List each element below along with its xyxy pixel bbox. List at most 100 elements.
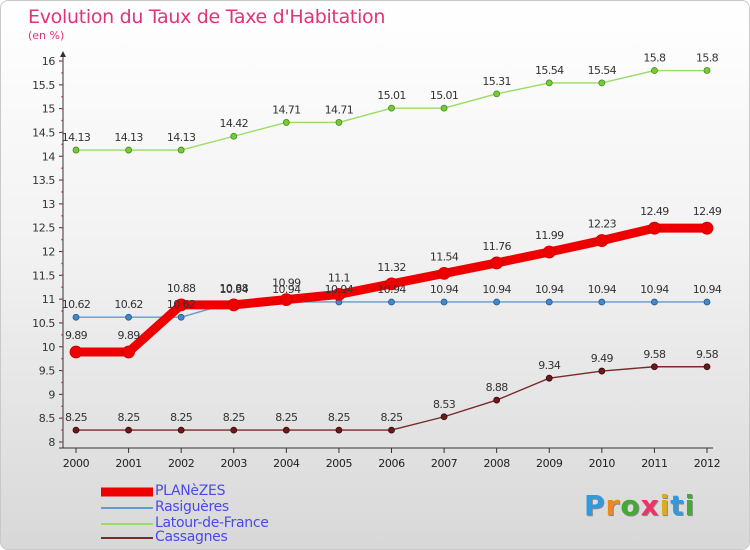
data-point [440, 298, 448, 306]
y-minor-tick [61, 334, 63, 336]
y-minor-tick [61, 167, 63, 169]
data-label: 8.53 [433, 398, 456, 411]
x-tick-label: 2009 [536, 457, 563, 470]
y-minor-tick [61, 119, 63, 122]
y-minor-tick [61, 357, 63, 360]
data-point [651, 67, 658, 74]
y-axis-arrow [60, 51, 66, 57]
data-label: 12.49 [693, 205, 722, 218]
legend-swatch [101, 507, 153, 509]
y-tick-label: 10.5 [32, 317, 55, 330]
data-point [230, 426, 238, 434]
y-minor-tick [61, 405, 63, 408]
data-point [388, 298, 395, 306]
data-point [125, 313, 132, 321]
x-tick-label: 2006 [378, 457, 405, 470]
data-point [177, 426, 185, 434]
data-point [700, 221, 714, 235]
data-point [490, 256, 504, 270]
data-label: 15.01 [377, 89, 406, 102]
data-point [230, 132, 238, 140]
chart-subtitle: (en %) [28, 29, 65, 42]
data-point [282, 119, 290, 126]
data-label: 15.31 [482, 75, 511, 88]
data-point [388, 104, 395, 112]
data-point [385, 277, 398, 291]
data-label: 15.54 [535, 64, 564, 77]
y-minor-tick [61, 369, 63, 372]
y-minor-tick [61, 429, 63, 431]
data-point [72, 313, 80, 321]
y-minor-tick [61, 286, 63, 289]
data-point [703, 363, 711, 371]
data-point [595, 234, 609, 247]
y-minor-tick [61, 60, 63, 62]
y-tick-label: 12.5 [32, 222, 55, 235]
data-label: 9.49 [591, 352, 614, 365]
data-point [125, 146, 132, 154]
y-tick-label: 9.5 [39, 365, 56, 378]
data-point [72, 426, 80, 434]
x-tick-label: 2001 [115, 457, 141, 470]
data-point [545, 374, 553, 382]
x-tick-label: 2000 [63, 457, 90, 470]
data-point [174, 298, 188, 312]
y-minor-tick [61, 441, 63, 443]
y-minor-tick [61, 238, 63, 241]
y-tick-label: 11 [42, 293, 55, 306]
legend-swatch [101, 523, 153, 525]
y-minor-tick [61, 226, 63, 229]
data-label: 10.94 [377, 283, 406, 296]
y-minor-tick [61, 393, 63, 396]
data-point [440, 413, 448, 421]
data-label: 14.71 [325, 103, 354, 116]
legend-label: Cassagnes [155, 529, 228, 545]
data-label: 10.99 [272, 277, 301, 290]
data-point [335, 426, 343, 434]
data-label: 10.62 [167, 298, 196, 311]
legend-swatch [101, 537, 153, 539]
x-tick-label: 2008 [483, 457, 510, 470]
data-label: 12.49 [640, 205, 669, 218]
data-label: 14.13 [62, 131, 91, 144]
legend-item-latour-de-france: Latour-de-France [101, 515, 361, 531]
data-label: 9.89 [118, 329, 141, 342]
y-tick-label: 13.5 [32, 174, 55, 187]
y-minor-tick [61, 274, 63, 277]
data-point [545, 79, 553, 87]
y-minor-tick [61, 203, 63, 205]
data-point [279, 293, 293, 307]
y-tick-label: 14 [42, 150, 56, 163]
data-label: 15.8 [696, 52, 719, 65]
data-point [69, 345, 83, 359]
data-point [651, 363, 658, 371]
legend-item-planezes: PLANèZES [101, 483, 361, 499]
data-label: 10.88 [167, 282, 196, 295]
y-tick-label: 16 [42, 55, 56, 68]
data-label: 15.8 [643, 52, 666, 65]
y-minor-tick [61, 298, 63, 300]
data-label: 11.99 [535, 229, 564, 242]
data-label: 8.88 [486, 381, 509, 394]
y-minor-tick [61, 310, 63, 312]
data-point [651, 298, 658, 306]
y-minor-tick [61, 179, 63, 181]
data-label: 14.13 [167, 131, 196, 144]
data-label: 10.94 [430, 283, 459, 296]
x-tick-label: 2010 [589, 457, 616, 470]
y-minor-tick [61, 214, 63, 217]
data-label: 9.34 [538, 359, 561, 372]
data-point [493, 90, 501, 98]
x-tick-label: 2012 [694, 457, 720, 470]
data-label: 10.94 [640, 283, 669, 296]
data-point [598, 79, 606, 87]
data-label: 10.94 [588, 283, 617, 296]
legend-swatch [101, 487, 153, 497]
data-label: 9.58 [696, 348, 719, 361]
data-point [648, 221, 661, 235]
y-tick-label: 12 [42, 246, 55, 259]
y-tick-label: 11.5 [32, 269, 55, 282]
data-label: 8.25 [328, 411, 351, 424]
